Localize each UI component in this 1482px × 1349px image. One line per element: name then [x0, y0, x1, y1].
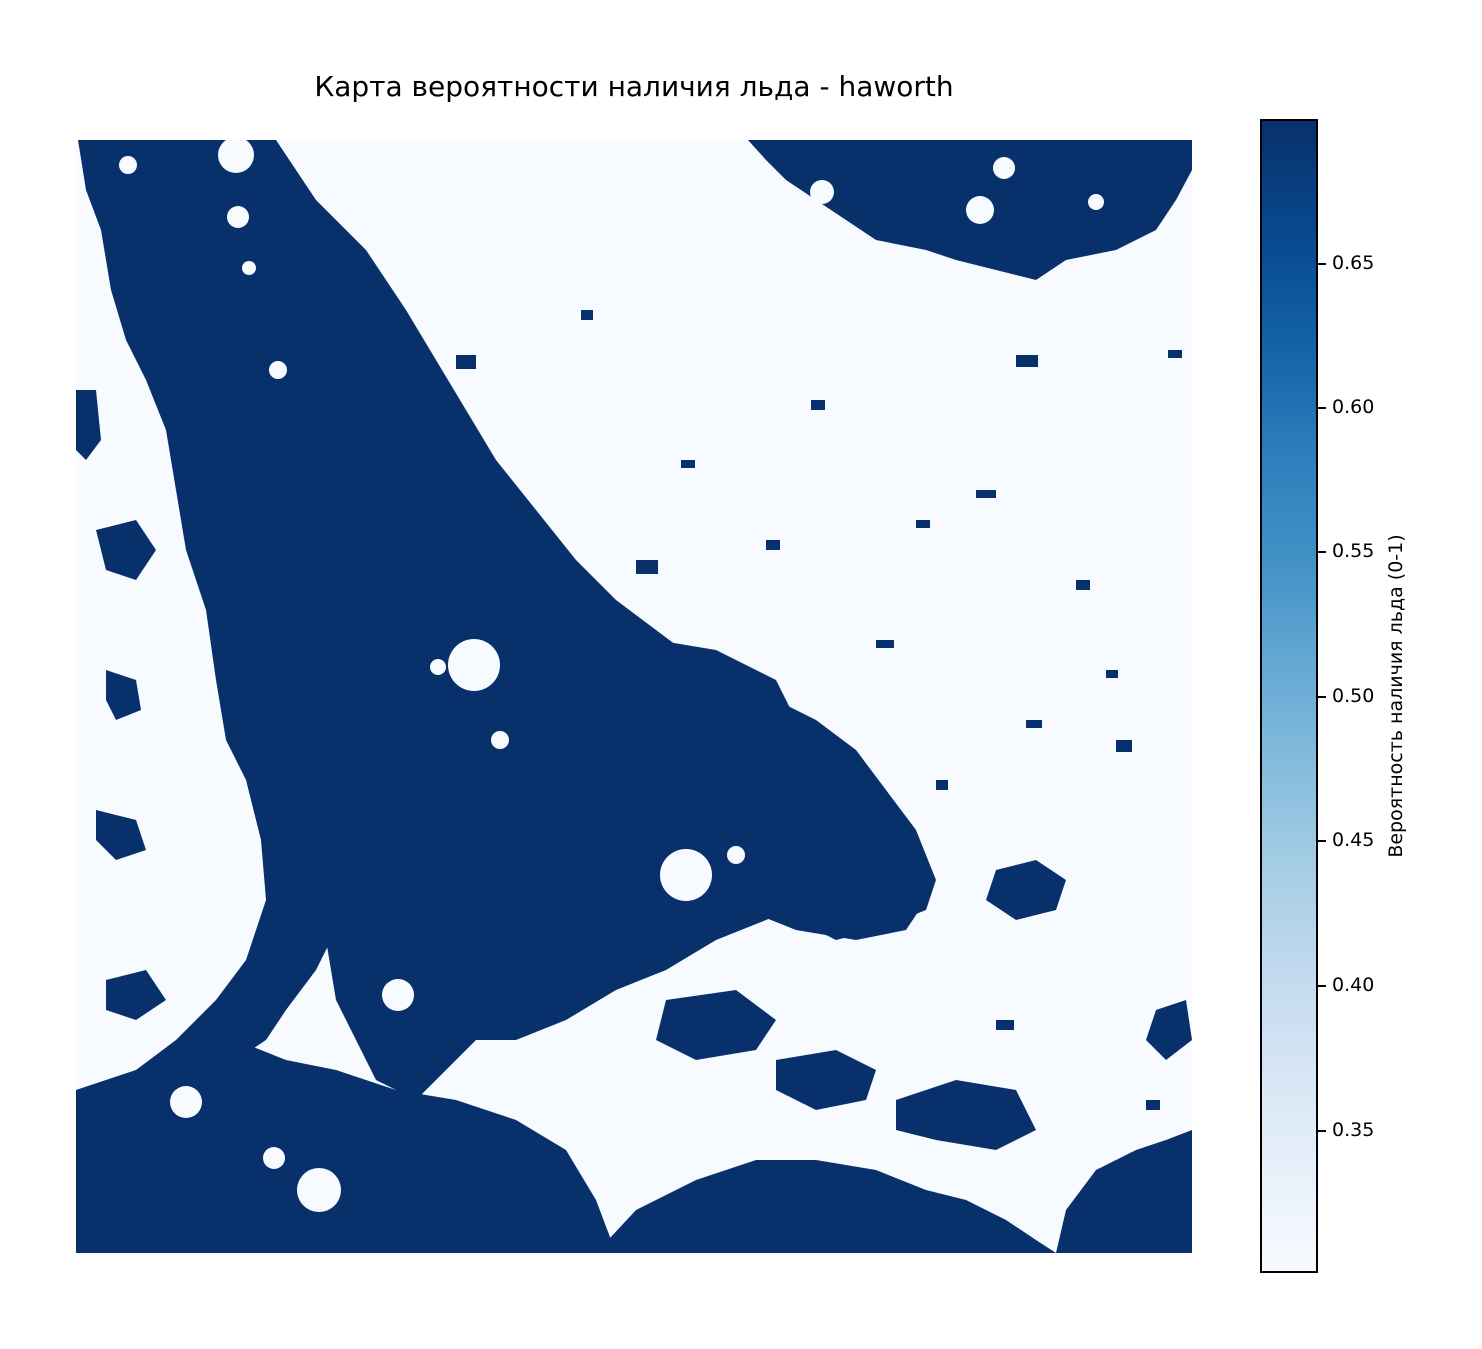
- ice-speck: [636, 560, 658, 574]
- crater: [966, 196, 994, 224]
- ice-speck: [576, 720, 594, 732]
- ice-speck: [1106, 670, 1118, 678]
- crater: [263, 1147, 285, 1169]
- crater: [660, 849, 712, 901]
- crater: [491, 731, 509, 749]
- ice-region: [986, 860, 1066, 920]
- craters: [119, 140, 1104, 1212]
- crater: [269, 361, 287, 379]
- ice-speck: [1116, 740, 1132, 752]
- colorbar-tick: [1318, 263, 1326, 265]
- crater: [448, 639, 500, 691]
- ice-region: [716, 820, 926, 940]
- colorbar-tick: [1318, 840, 1326, 842]
- ice-speck: [976, 490, 996, 498]
- ice-speck: [936, 780, 948, 790]
- crater: [297, 1168, 341, 1212]
- chart-title: Карта вероятности наличия льда - haworth: [314, 70, 954, 103]
- crater: [993, 157, 1015, 179]
- ice-region: [76, 390, 101, 460]
- ice-region: [1146, 1000, 1192, 1060]
- colorbar: [1260, 119, 1318, 1273]
- ice-speck: [916, 520, 930, 528]
- ice-speck: [876, 640, 894, 648]
- ice-region: [76, 1040, 616, 1253]
- ice-region: [656, 990, 776, 1060]
- colorbar-tick-label: 0.50: [1332, 685, 1375, 707]
- crater: [227, 206, 249, 228]
- crater: [382, 979, 414, 1011]
- ice-speck: [996, 1020, 1014, 1030]
- crater: [119, 156, 137, 174]
- ice-region: [96, 520, 156, 580]
- crater: [170, 1086, 202, 1118]
- colorbar-tick-label: 0.45: [1332, 829, 1375, 851]
- crater: [1088, 194, 1104, 210]
- colorbar-tick: [1318, 1130, 1326, 1132]
- heatmap: [76, 140, 1192, 1253]
- ice-speck: [681, 460, 695, 468]
- ice-speck: [1146, 1100, 1160, 1110]
- ice-speck: [1016, 355, 1038, 367]
- colorbar-tick-label: 0.40: [1332, 974, 1375, 996]
- colorbar-tick-label: 0.65: [1332, 252, 1375, 274]
- ice-region: [776, 1050, 876, 1110]
- crater: [727, 846, 745, 864]
- crater: [242, 261, 256, 275]
- ice-speck: [456, 355, 476, 369]
- colorbar-tick-label: 0.60: [1332, 396, 1375, 418]
- ice-regions: [76, 140, 1192, 1253]
- colorbar-tick: [1318, 407, 1326, 409]
- ice-region: [96, 810, 146, 860]
- colorbar-label: Вероятность наличия льда (0-1): [1385, 534, 1407, 858]
- ice-region: [896, 1080, 1036, 1150]
- colorbar-tick: [1318, 696, 1326, 698]
- ice-speck: [1168, 350, 1182, 358]
- ice-speck: [1076, 580, 1090, 590]
- ice-region: [106, 670, 141, 720]
- ice-region: [106, 970, 166, 1020]
- colorbar-tick: [1318, 551, 1326, 553]
- crater: [810, 180, 834, 204]
- colorbar-tick: [1318, 985, 1326, 987]
- ice-speck: [1026, 720, 1042, 728]
- colorbar-tick-label: 0.35: [1332, 1119, 1375, 1141]
- ice-speck: [811, 400, 825, 410]
- ice-region: [1056, 1130, 1192, 1253]
- crater: [430, 659, 446, 675]
- ice-region: [596, 1160, 1056, 1253]
- crater: [218, 140, 254, 173]
- ice-speck: [581, 310, 593, 320]
- ice-speck: [766, 540, 780, 550]
- colorbar-tick-label: 0.55: [1332, 540, 1375, 562]
